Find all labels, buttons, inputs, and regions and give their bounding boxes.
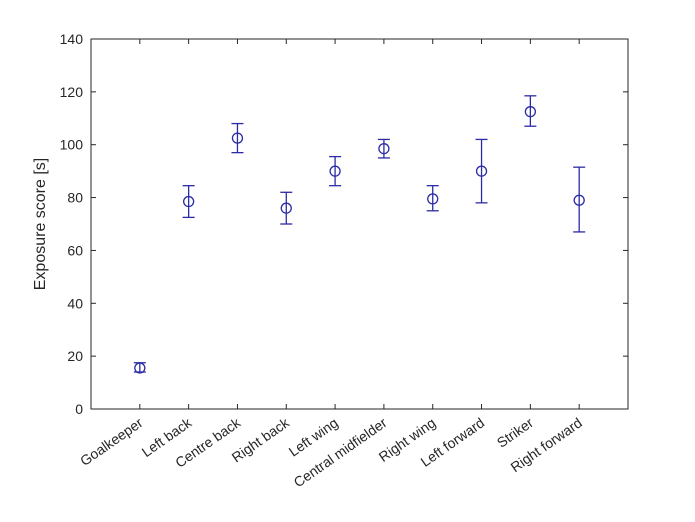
y-axis-label: Exposure score [s] [32, 158, 49, 291]
data-point [524, 106, 537, 118]
data-point [329, 165, 341, 177]
data-point [427, 193, 439, 205]
y-tick-label: 100 [60, 137, 84, 153]
data-point [475, 165, 488, 177]
y-tick-label: 40 [67, 295, 83, 311]
data-point [378, 143, 390, 155]
y-tick-label: 60 [67, 242, 83, 258]
y-tick-label: 140 [60, 31, 84, 47]
data-point [573, 194, 585, 206]
data-point [280, 202, 292, 214]
data-point [231, 132, 244, 144]
y-tick-label: 80 [67, 190, 83, 206]
y-tick-label: 20 [67, 348, 83, 364]
data-marks [133, 95, 586, 374]
y-tick-label: 120 [60, 84, 84, 100]
data-point [134, 362, 146, 374]
data-point [182, 195, 195, 208]
y-tick-label: 0 [75, 401, 83, 417]
plot-frame [90, 38, 629, 410]
